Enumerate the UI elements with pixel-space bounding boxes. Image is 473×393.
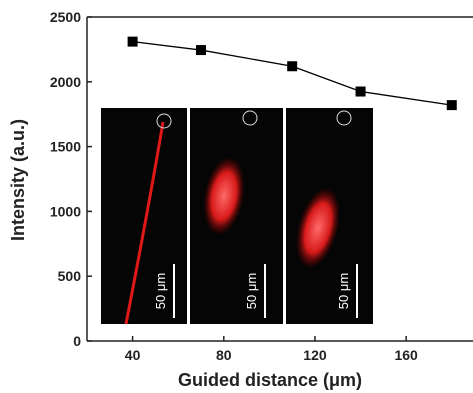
x-tick-label: 40 [125,347,141,363]
marker [447,100,457,110]
y-tick-label: 0 [73,333,81,349]
chart: 50 μm 50 μm 50 μm Guided distance (μm) I… [0,0,473,393]
x-tick-label: 160 [394,347,418,363]
scale-label: 50 μm [244,273,259,309]
y-tick-label: 1500 [50,139,81,155]
scale-label: 50 μm [336,273,351,309]
marker [196,45,206,55]
x-axis-label: Guided distance (μm) [178,370,362,390]
x-tick-label: 80 [216,347,232,363]
marker [356,87,366,97]
y-axis-label: Intensity (a.u.) [8,119,28,241]
marker [287,61,297,71]
x-tick-label: 120 [303,347,327,363]
y-tick-label: 500 [58,268,82,284]
insets: 50 μm 50 μm 50 μm [101,108,373,324]
y-tick-label: 2500 [50,9,81,25]
marker [128,37,138,47]
series-line [133,42,452,106]
y-tick-label: 2000 [50,74,81,90]
scale-label: 50 μm [153,273,168,309]
y-tick-label: 1000 [50,203,81,219]
